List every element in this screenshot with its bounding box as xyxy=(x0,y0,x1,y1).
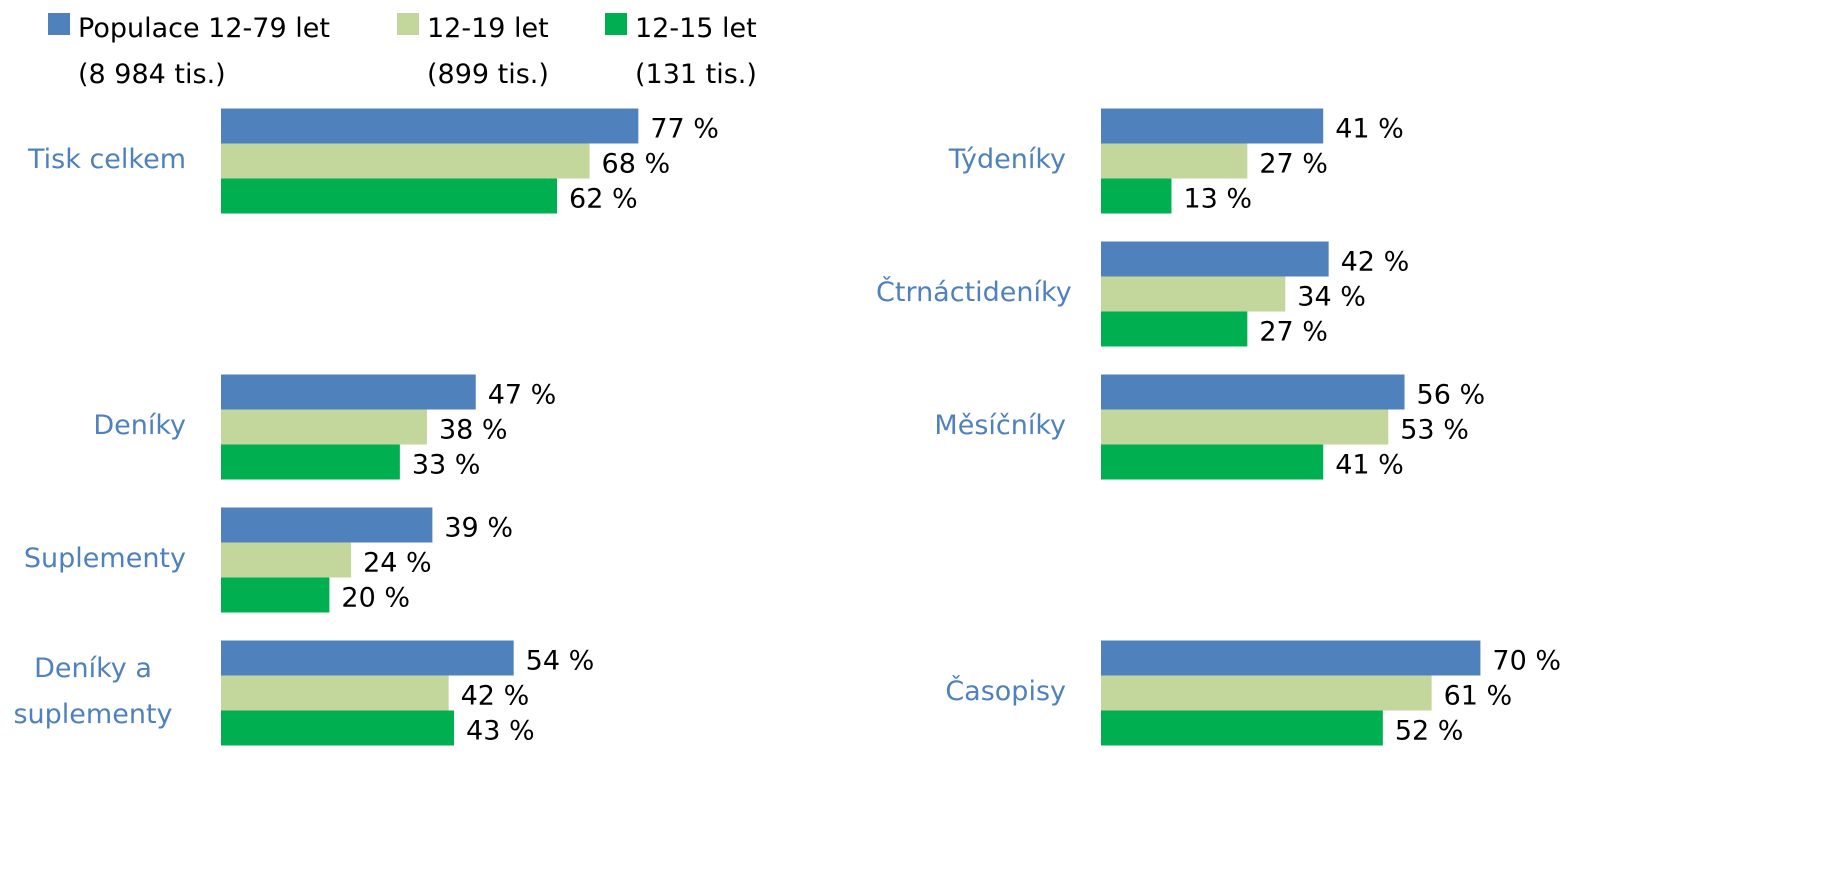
bar xyxy=(1101,276,1286,312)
value-label: 33 % xyxy=(412,450,481,481)
category-label-box: Deníky xyxy=(0,360,186,493)
category-label: Čtrnáctideníky xyxy=(876,277,1072,308)
category-label-box: Suplementy xyxy=(0,493,186,626)
bar xyxy=(221,710,455,746)
bar xyxy=(221,507,433,543)
bar xyxy=(221,143,590,179)
value-label: 24 % xyxy=(363,548,432,579)
category-label-box: Týdeníky xyxy=(0,94,1066,227)
bar xyxy=(1101,444,1324,480)
value-label: 27 % xyxy=(1259,149,1328,180)
bar xyxy=(221,178,558,214)
value-label: 56 % xyxy=(1417,380,1486,411)
legend-swatch xyxy=(397,13,419,35)
category-label: Deníky xyxy=(93,410,186,441)
bar xyxy=(1101,108,1324,144)
category-label: Suplementy xyxy=(23,543,186,574)
category-label: Týdeníky xyxy=(948,144,1066,175)
value-label: 68 % xyxy=(602,149,671,180)
category-label: Tisk celkem xyxy=(28,144,186,175)
bar xyxy=(1101,409,1389,445)
value-label: 54 % xyxy=(526,646,595,677)
bar xyxy=(221,108,639,144)
legend-swatch xyxy=(48,13,70,35)
bar xyxy=(221,409,427,445)
legend-swatch xyxy=(605,13,627,35)
category-label: Měsíčníky xyxy=(934,410,1066,441)
category-label-box: Časopisy xyxy=(0,626,1066,759)
bar xyxy=(221,542,352,578)
value-label: 13 % xyxy=(1183,184,1252,215)
bar xyxy=(1101,374,1405,410)
value-label: 42 % xyxy=(1341,247,1410,278)
category-label-box: Čtrnáctideníky xyxy=(0,227,1072,360)
value-label: 34 % xyxy=(1297,282,1366,313)
bar xyxy=(1101,640,1481,676)
bar xyxy=(221,374,476,410)
category-label-box: Měsíčníky xyxy=(0,360,1066,493)
value-label: 52 % xyxy=(1395,716,1464,747)
value-label: 47 % xyxy=(488,380,557,411)
category-label-box: Deníky a suplementy xyxy=(0,626,186,759)
value-label: 70 % xyxy=(1492,646,1561,677)
value-label: 53 % xyxy=(1400,415,1469,446)
value-label: 38 % xyxy=(439,415,508,446)
bar xyxy=(221,444,400,480)
bar xyxy=(1101,178,1172,214)
bar xyxy=(1101,311,1248,347)
value-label: 41 % xyxy=(1335,450,1404,481)
legend-label: Populace 12-79 let (8 984 tis.) xyxy=(78,13,330,90)
bar xyxy=(1101,710,1383,746)
bar xyxy=(221,675,449,711)
bar xyxy=(1101,675,1432,711)
category-label: Deníky a suplementy xyxy=(13,653,173,730)
category-label-box: Tisk celkem xyxy=(0,94,186,227)
category-label: Časopisy xyxy=(945,676,1066,707)
bar xyxy=(1101,143,1248,179)
legend-label: 12-15 let (131 tis.) xyxy=(635,13,757,90)
value-label: 39 % xyxy=(444,513,513,544)
value-label: 41 % xyxy=(1335,114,1404,145)
bar xyxy=(1101,241,1329,277)
value-label: 20 % xyxy=(341,583,410,614)
value-label: 42 % xyxy=(461,681,530,712)
legend-label: 12-19 let (899 tis.) xyxy=(427,13,549,90)
value-label: 62 % xyxy=(569,184,638,215)
value-label: 43 % xyxy=(466,716,535,747)
value-label: 77 % xyxy=(650,114,719,145)
bar xyxy=(221,640,514,676)
value-label: 27 % xyxy=(1259,317,1328,348)
value-label: 61 % xyxy=(1444,681,1513,712)
bar xyxy=(221,577,330,613)
